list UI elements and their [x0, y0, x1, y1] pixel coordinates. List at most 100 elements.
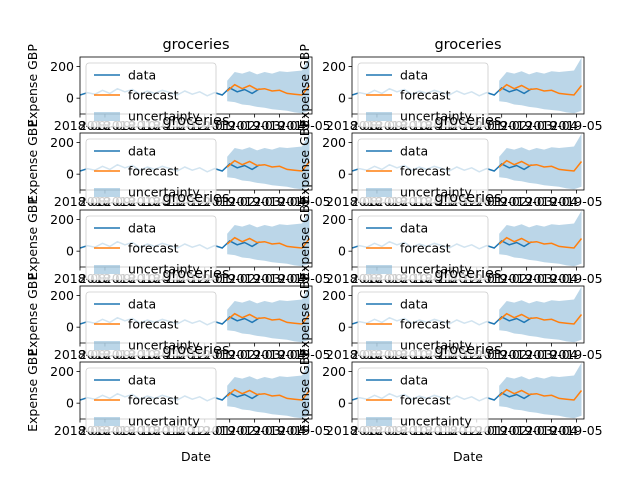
legend-box — [85, 138, 217, 204]
y-tick-label: 0 — [338, 91, 346, 106]
y-axis-label: Expense GBP — [25, 44, 40, 127]
y-tick-label: 200 — [322, 59, 346, 74]
legend-label-data: data — [128, 297, 156, 312]
legend-uncertainty-swatch — [366, 188, 392, 197]
legend-label-data: data — [128, 373, 156, 388]
subplot-3: 02002018-082018-092018-102018-112018-122… — [25, 113, 331, 209]
x-tick-label: 2019-05 — [550, 347, 602, 362]
legend: data forecast uncertainty — [357, 215, 489, 281]
y-axis-label: Expense GBP — [297, 44, 312, 127]
y-tick-label: 0 — [338, 396, 346, 411]
x-tick-label: 2019-02 — [476, 347, 528, 362]
x-tick-label: 2019-04 — [253, 194, 305, 209]
legend-label-forecast: forecast — [400, 241, 451, 256]
legend-label-data: data — [400, 144, 428, 159]
x-tick-label: 2019-02 — [204, 271, 256, 286]
y-axis-label: Expense GBP — [25, 197, 40, 280]
legend: data forecast uncertainty — [357, 62, 489, 128]
uncertainty-band — [499, 57, 582, 114]
legend-uncertainty-swatch — [94, 341, 120, 350]
subplot-9: 02002018-082018-092018-102018-112018-122… — [25, 342, 331, 464]
x-tick-label: 2019-04 — [253, 271, 305, 286]
legend-label-data: data — [400, 297, 428, 312]
y-tick-label: 200 — [50, 288, 74, 303]
legend: data forecast uncertainty — [357, 138, 489, 204]
x-tick-label: 2019-03 — [501, 347, 553, 362]
y-tick-label: 200 — [322, 212, 346, 227]
y-axis-label: Expense GBP — [25, 273, 40, 356]
x-tick-label: 2019-04 — [525, 194, 577, 209]
legend-label-forecast: forecast — [128, 164, 179, 179]
legend-label-uncertainty: uncertainty — [128, 338, 200, 353]
legend-label-uncertainty: uncertainty — [400, 262, 472, 277]
x-tick-label: 2019-02 — [204, 423, 256, 438]
legend-label-forecast: forecast — [400, 317, 451, 332]
x-tick-label: 2019-02 — [476, 118, 528, 133]
forecast-series-line — [498, 236, 583, 249]
forecast-series-line — [226, 312, 311, 325]
y-tick-label: 200 — [322, 288, 346, 303]
x-tick-label: 2019-05 — [278, 271, 330, 286]
y-tick-label: 200 — [50, 364, 74, 379]
legend-label-uncertainty: uncertainty — [400, 109, 472, 124]
legend-label-forecast: forecast — [128, 88, 179, 103]
forecast-series-line — [498, 312, 583, 325]
uncertainty-band — [499, 133, 582, 190]
subplot-title: groceries — [434, 190, 501, 206]
legend-label-uncertainty: uncertainty — [400, 185, 472, 200]
legend-label-forecast: forecast — [400, 88, 451, 103]
legend: data forecast uncertainty — [85, 215, 217, 281]
forecast-series-line — [498, 83, 583, 96]
legend-box — [85, 291, 217, 357]
forecast-series-line — [226, 388, 311, 401]
legend-box — [85, 62, 217, 128]
y-tick-label: 200 — [322, 364, 346, 379]
x-tick-label: 2019-03 — [229, 271, 281, 286]
subplot-title: groceries — [434, 342, 501, 358]
legend: data forecast uncertainty — [357, 291, 489, 357]
legend: data forecast uncertainty — [85, 138, 217, 204]
legend-uncertainty-swatch — [366, 417, 392, 426]
uncertainty-band — [499, 362, 582, 419]
x-tick-label: 2019-03 — [501, 423, 553, 438]
x-tick-label: 2019-03 — [229, 194, 281, 209]
forecast-series-line — [226, 236, 311, 249]
x-axis-label: Date — [453, 449, 483, 464]
uncertainty-band — [499, 286, 582, 343]
subplot-5: 02002018-082018-092018-102018-112018-122… — [25, 190, 331, 286]
subplot-title: groceries — [162, 190, 229, 206]
x-tick-label: 2019-05 — [278, 118, 330, 133]
legend-label-uncertainty: uncertainty — [400, 414, 472, 429]
y-axis-label: Expense GBP — [297, 197, 312, 280]
subplot-title: groceries — [434, 37, 501, 53]
legend-box — [357, 291, 489, 357]
legend-box — [357, 367, 489, 433]
legend-label-data: data — [128, 68, 156, 83]
y-tick-label: 0 — [66, 167, 74, 182]
legend: data forecast uncertainty — [85, 291, 217, 357]
legend-label-uncertainty: uncertainty — [128, 262, 200, 277]
legend-uncertainty-swatch — [94, 265, 120, 274]
x-tick-label: 2019-03 — [229, 118, 281, 133]
legend: data forecast uncertainty — [85, 62, 217, 128]
legend-label-uncertainty: uncertainty — [128, 109, 200, 124]
legend-label-uncertainty: uncertainty — [128, 185, 200, 200]
forecast-series-line — [226, 83, 311, 96]
legend-box — [85, 215, 217, 281]
legend-label-data: data — [128, 144, 156, 159]
y-tick-label: 200 — [50, 212, 74, 227]
legend-uncertainty-swatch — [94, 188, 120, 197]
x-tick-label: 2019-05 — [550, 194, 602, 209]
legend-label-forecast: forecast — [128, 317, 179, 332]
y-tick-label: 0 — [338, 167, 346, 182]
x-axis-label: Date — [181, 449, 211, 464]
x-tick-label: 2019-04 — [525, 118, 577, 133]
legend: data forecast uncertainty — [85, 367, 217, 433]
y-axis-label: Expense GBP — [297, 120, 312, 203]
subplot-title: groceries — [162, 266, 229, 282]
x-tick-label: 2019-05 — [550, 118, 602, 133]
legend-uncertainty-swatch — [366, 265, 392, 274]
legend-label-data: data — [400, 221, 428, 236]
forecast-series-line — [498, 388, 583, 401]
